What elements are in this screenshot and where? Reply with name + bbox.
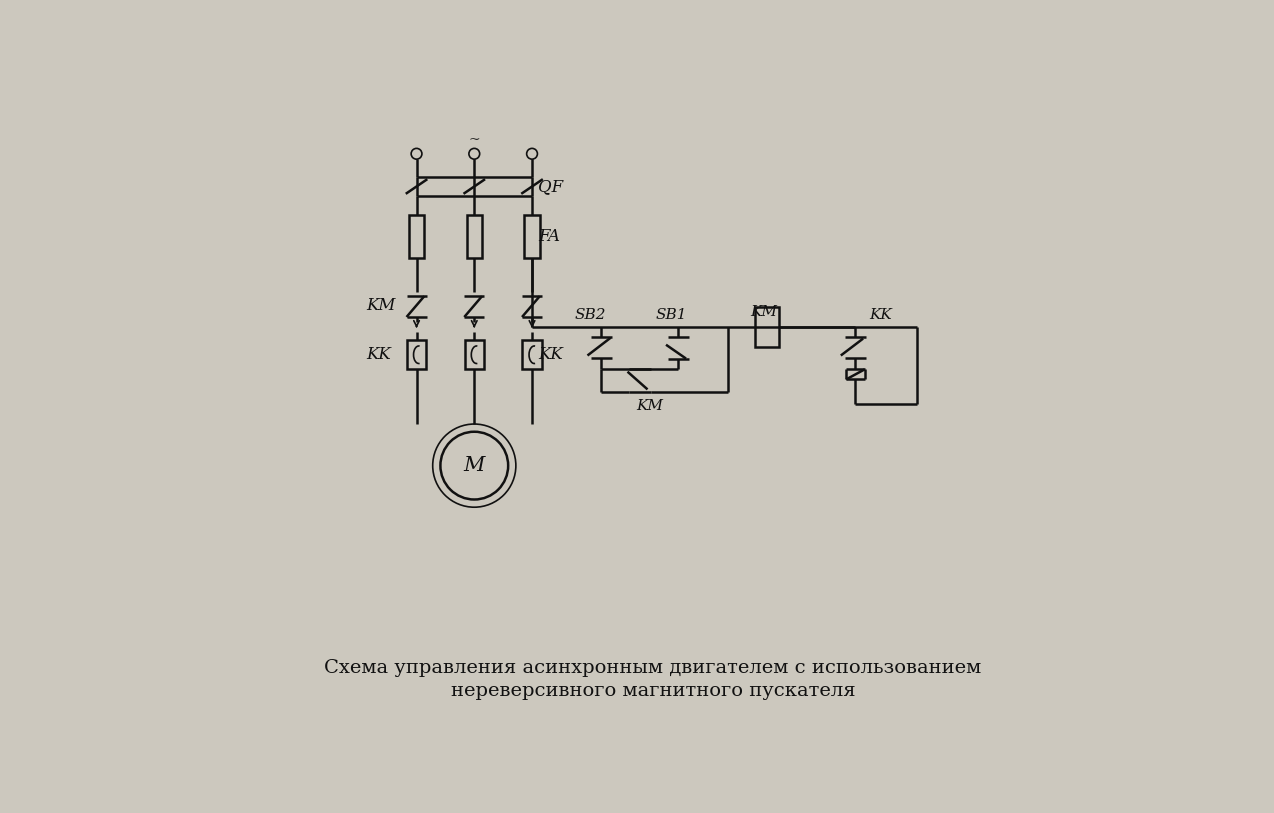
Text: FA: FA (538, 228, 561, 245)
Circle shape (441, 432, 508, 499)
Text: Схема управления асинхронным двигателем с использованием: Схема управления асинхронным двигателем … (325, 659, 981, 677)
Text: KK: KK (538, 346, 563, 363)
Bar (409, 215, 424, 258)
Text: KK: KK (869, 308, 892, 323)
Bar (525, 215, 540, 258)
Circle shape (469, 149, 480, 159)
Text: KM: KM (636, 399, 662, 413)
Text: SB1: SB1 (655, 308, 687, 323)
Bar (466, 215, 482, 258)
Circle shape (433, 424, 516, 507)
Bar (754, 307, 780, 347)
Circle shape (412, 149, 422, 159)
Text: M: M (464, 456, 485, 475)
Bar (406, 340, 427, 369)
Text: QF: QF (538, 178, 563, 195)
Text: ~: ~ (469, 133, 480, 147)
Text: KM: KM (750, 305, 777, 319)
Bar (522, 340, 541, 369)
Text: KM: KM (367, 297, 396, 314)
Circle shape (526, 149, 538, 159)
Text: SB2: SB2 (575, 308, 606, 323)
Bar (465, 340, 484, 369)
Text: нереверсивного магнитного пускателя: нереверсивного магнитного пускателя (451, 682, 855, 700)
Text: KK: KK (367, 346, 391, 363)
